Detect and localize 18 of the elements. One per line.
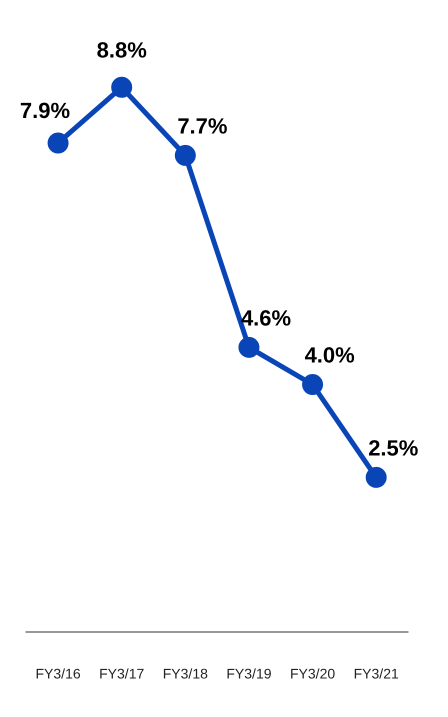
point (302, 374, 324, 396)
x-tick-label: FY3/19 (226, 665, 272, 682)
data-label: 7.9% (20, 98, 70, 124)
data-label: 7.7% (177, 113, 228, 138)
data-label: 2.5% (368, 435, 418, 460)
point (111, 76, 132, 98)
point (174, 144, 196, 166)
x-tick-label: FY3/20 (290, 665, 336, 682)
data-label: 4.0% (304, 342, 355, 368)
x-tick-label: FY3/21 (354, 665, 399, 682)
point (48, 132, 69, 154)
point (366, 466, 387, 488)
x-tick-label: FY3/18 (162, 665, 208, 682)
data-label: 4.6% (240, 305, 292, 330)
data-label: 8.8% (96, 37, 147, 62)
x-tick-label: FY3/17 (99, 665, 144, 682)
x-tick-label: FY3/16 (36, 665, 81, 682)
point (238, 336, 260, 358)
